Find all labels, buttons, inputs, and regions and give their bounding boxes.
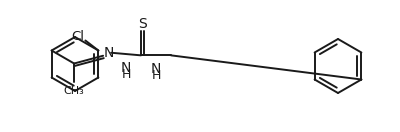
Text: CH₃: CH₃: [64, 86, 84, 96]
Text: H: H: [151, 69, 161, 82]
Text: Cl: Cl: [71, 30, 84, 43]
Text: N: N: [121, 61, 131, 75]
Text: N: N: [104, 46, 114, 60]
Text: H: H: [121, 68, 131, 81]
Text: S: S: [138, 17, 147, 31]
Text: N: N: [151, 62, 161, 76]
